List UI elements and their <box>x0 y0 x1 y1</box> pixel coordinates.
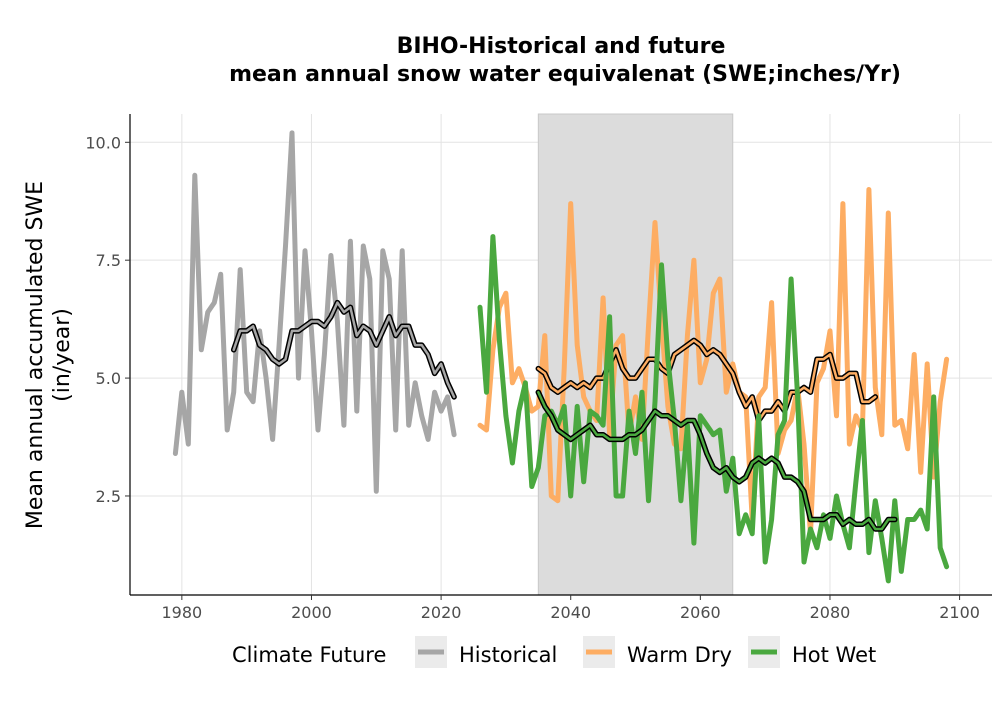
series-historical-moving-average <box>232 301 456 399</box>
series-warm-dry-moving-average <box>537 339 877 422</box>
x-tick-label-2100: 2100 <box>939 603 980 622</box>
x-tick-label-2040: 2040 <box>550 603 591 622</box>
legend-label-historical: Historical <box>459 643 557 667</box>
y-axis-title-line1: Mean annual accumulated SWE <box>23 181 48 529</box>
legend: Climate Future Historical Warm Dry Hot Wet <box>232 636 876 668</box>
tick-labels: 1980 2000 2020 2040 2060 2080 2100 2.5 5.0 7.5 10.… <box>85 133 980 622</box>
chart-subtitle: mean annual snow water equivalenat (SWE;… <box>229 62 901 87</box>
y-tick-label-7-5: 7.5 <box>96 251 121 270</box>
y-tick-label-5: 5.0 <box>96 369 121 388</box>
series-hot-wet-moving-average <box>537 390 897 531</box>
y-tick-label-2-5: 2.5 <box>96 487 121 506</box>
x-tick-label-1980: 1980 <box>161 603 202 622</box>
series-historical-line <box>172 130 457 494</box>
x-tick-label-2000: 2000 <box>291 603 332 622</box>
legend-label-warm-dry: Warm Dry <box>627 643 732 667</box>
axes <box>129 114 992 596</box>
x-tick-label-2060: 2060 <box>680 603 721 622</box>
y-axis-title-line2: (in/year) <box>50 308 75 402</box>
y-tick-label-10: 10.0 <box>85 133 121 152</box>
series-warm-dry-line <box>477 187 950 537</box>
legend-label-hot-wet: Hot Wet <box>792 643 876 667</box>
chart-title: BIHO-Historical and future <box>397 34 726 59</box>
x-tick-label-2080: 2080 <box>810 603 851 622</box>
x-tick-label-2020: 2020 <box>421 603 462 622</box>
legend-title: Climate Future <box>232 643 386 667</box>
series-layer <box>172 130 950 584</box>
